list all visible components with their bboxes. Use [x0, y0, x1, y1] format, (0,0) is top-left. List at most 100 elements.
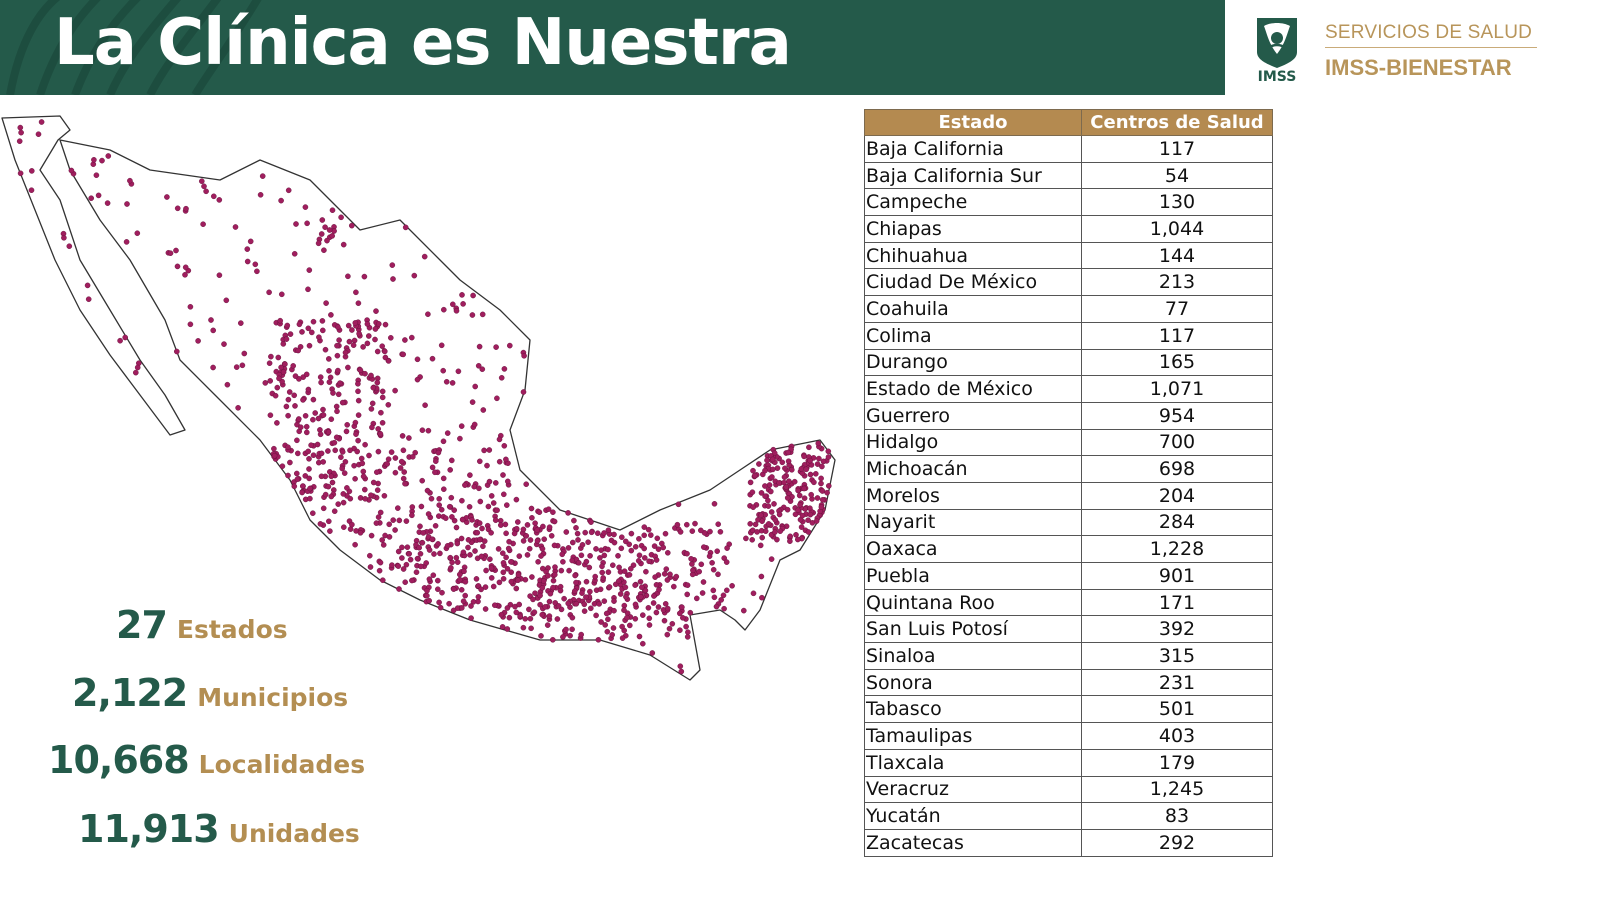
health-center-point [706, 553, 713, 560]
state-name-cell: Morelos [864, 481, 1082, 510]
table-header-row: Estado Centros de Salud [864, 109, 1273, 136]
health-center-point [285, 472, 291, 479]
health-center-point [621, 607, 627, 614]
health-center-point [801, 485, 808, 492]
health-center-point [795, 507, 801, 514]
health-center-point [446, 503, 453, 510]
column-header-centros: Centros de Salud [1081, 109, 1273, 136]
health-center-point [411, 272, 418, 279]
table-row: Sinaloa 315 [864, 642, 1273, 670]
health-center-point [529, 514, 535, 521]
health-center-point [333, 434, 340, 441]
health-center-point [379, 388, 386, 395]
header-banner: La Clínica es Nuestra [0, 0, 1225, 95]
health-center-point [392, 469, 399, 476]
health-center-point [470, 598, 477, 605]
health-center-point [808, 491, 815, 498]
health-center-point [399, 433, 406, 439]
health-center-point [770, 466, 776, 473]
health-center-point [520, 389, 527, 395]
health-center-point [551, 518, 558, 525]
health-center-point [524, 552, 531, 558]
health-center-point [297, 424, 304, 431]
health-center-point [271, 452, 278, 459]
health-center-point [402, 579, 409, 586]
health-center-point [754, 529, 760, 535]
health-center-point [476, 536, 483, 543]
health-center-point [635, 557, 642, 564]
health-center-point [669, 620, 676, 627]
health-center-point [539, 611, 546, 618]
health-center-point [813, 470, 819, 477]
health-center-point [713, 603, 720, 610]
table-row: Zacatecas 292 [864, 828, 1273, 857]
health-center-point [328, 312, 334, 318]
health-center-point [310, 416, 316, 423]
health-center-point [579, 590, 585, 596]
health-centers-count-cell: 213 [1081, 268, 1273, 297]
health-center-point [164, 194, 170, 200]
health-center-point [444, 542, 451, 549]
health-center-point [664, 631, 671, 638]
health-center-point [425, 427, 432, 434]
table-row: Michoacán 698 [864, 455, 1273, 483]
health-center-point [572, 588, 578, 594]
health-center-point [453, 307, 460, 314]
health-center-point [768, 488, 774, 495]
health-center-point [173, 348, 180, 355]
health-center-point [320, 505, 327, 512]
health-center-point [721, 605, 727, 612]
health-center-point [291, 250, 298, 257]
health-center-point [545, 572, 551, 579]
health-center-point [396, 517, 403, 524]
health-center-point [640, 640, 646, 647]
health-center-point [488, 565, 495, 572]
health-centers-count-cell: 77 [1081, 295, 1273, 323]
table-row: Estado de México 1,071 [864, 375, 1273, 403]
health-center-point [782, 465, 788, 472]
health-center-point [123, 239, 130, 245]
state-name-cell: Yucatán [864, 802, 1082, 830]
health-center-point [455, 368, 462, 375]
health-center-point [35, 131, 42, 138]
health-center-point [506, 342, 513, 349]
health-center-point [328, 473, 335, 480]
health-center-point [575, 537, 581, 543]
health-center-point [813, 518, 820, 524]
health-center-point [513, 609, 520, 616]
health-centers-count-cell: 171 [1081, 588, 1273, 617]
health-center-point [174, 205, 181, 212]
health-center-point [656, 586, 662, 593]
health-center-point [772, 516, 779, 523]
health-center-point [581, 608, 588, 614]
health-center-point [756, 461, 762, 467]
state-name-cell: Chihuahua [864, 241, 1082, 270]
health-center-point [825, 454, 832, 460]
health-center-point [352, 320, 359, 326]
health-center-point [316, 334, 322, 340]
health-center-point [504, 626, 511, 632]
health-center-point [368, 492, 374, 499]
health-center-point [515, 519, 521, 525]
health-center-point [747, 479, 754, 486]
health-center-point [388, 449, 395, 455]
health-center-point [406, 435, 412, 441]
health-center-point [340, 241, 347, 248]
state-name-cell: Coahuila [864, 295, 1082, 323]
health-center-point [285, 412, 291, 419]
health-center-point [352, 541, 358, 548]
health-center-point [765, 521, 772, 527]
health-center-point [334, 342, 340, 349]
health-center-point [699, 590, 706, 596]
health-center-point [286, 389, 293, 395]
health-center-point [573, 524, 579, 531]
health-center-point [331, 508, 338, 515]
health-center-point [384, 461, 391, 467]
health-center-point [724, 587, 730, 594]
health-center-point [666, 625, 673, 632]
health-center-point [641, 545, 648, 552]
health-center-point [787, 538, 793, 545]
health-center-point [539, 585, 546, 591]
health-center-point [285, 187, 292, 194]
health-center-point [477, 498, 484, 505]
